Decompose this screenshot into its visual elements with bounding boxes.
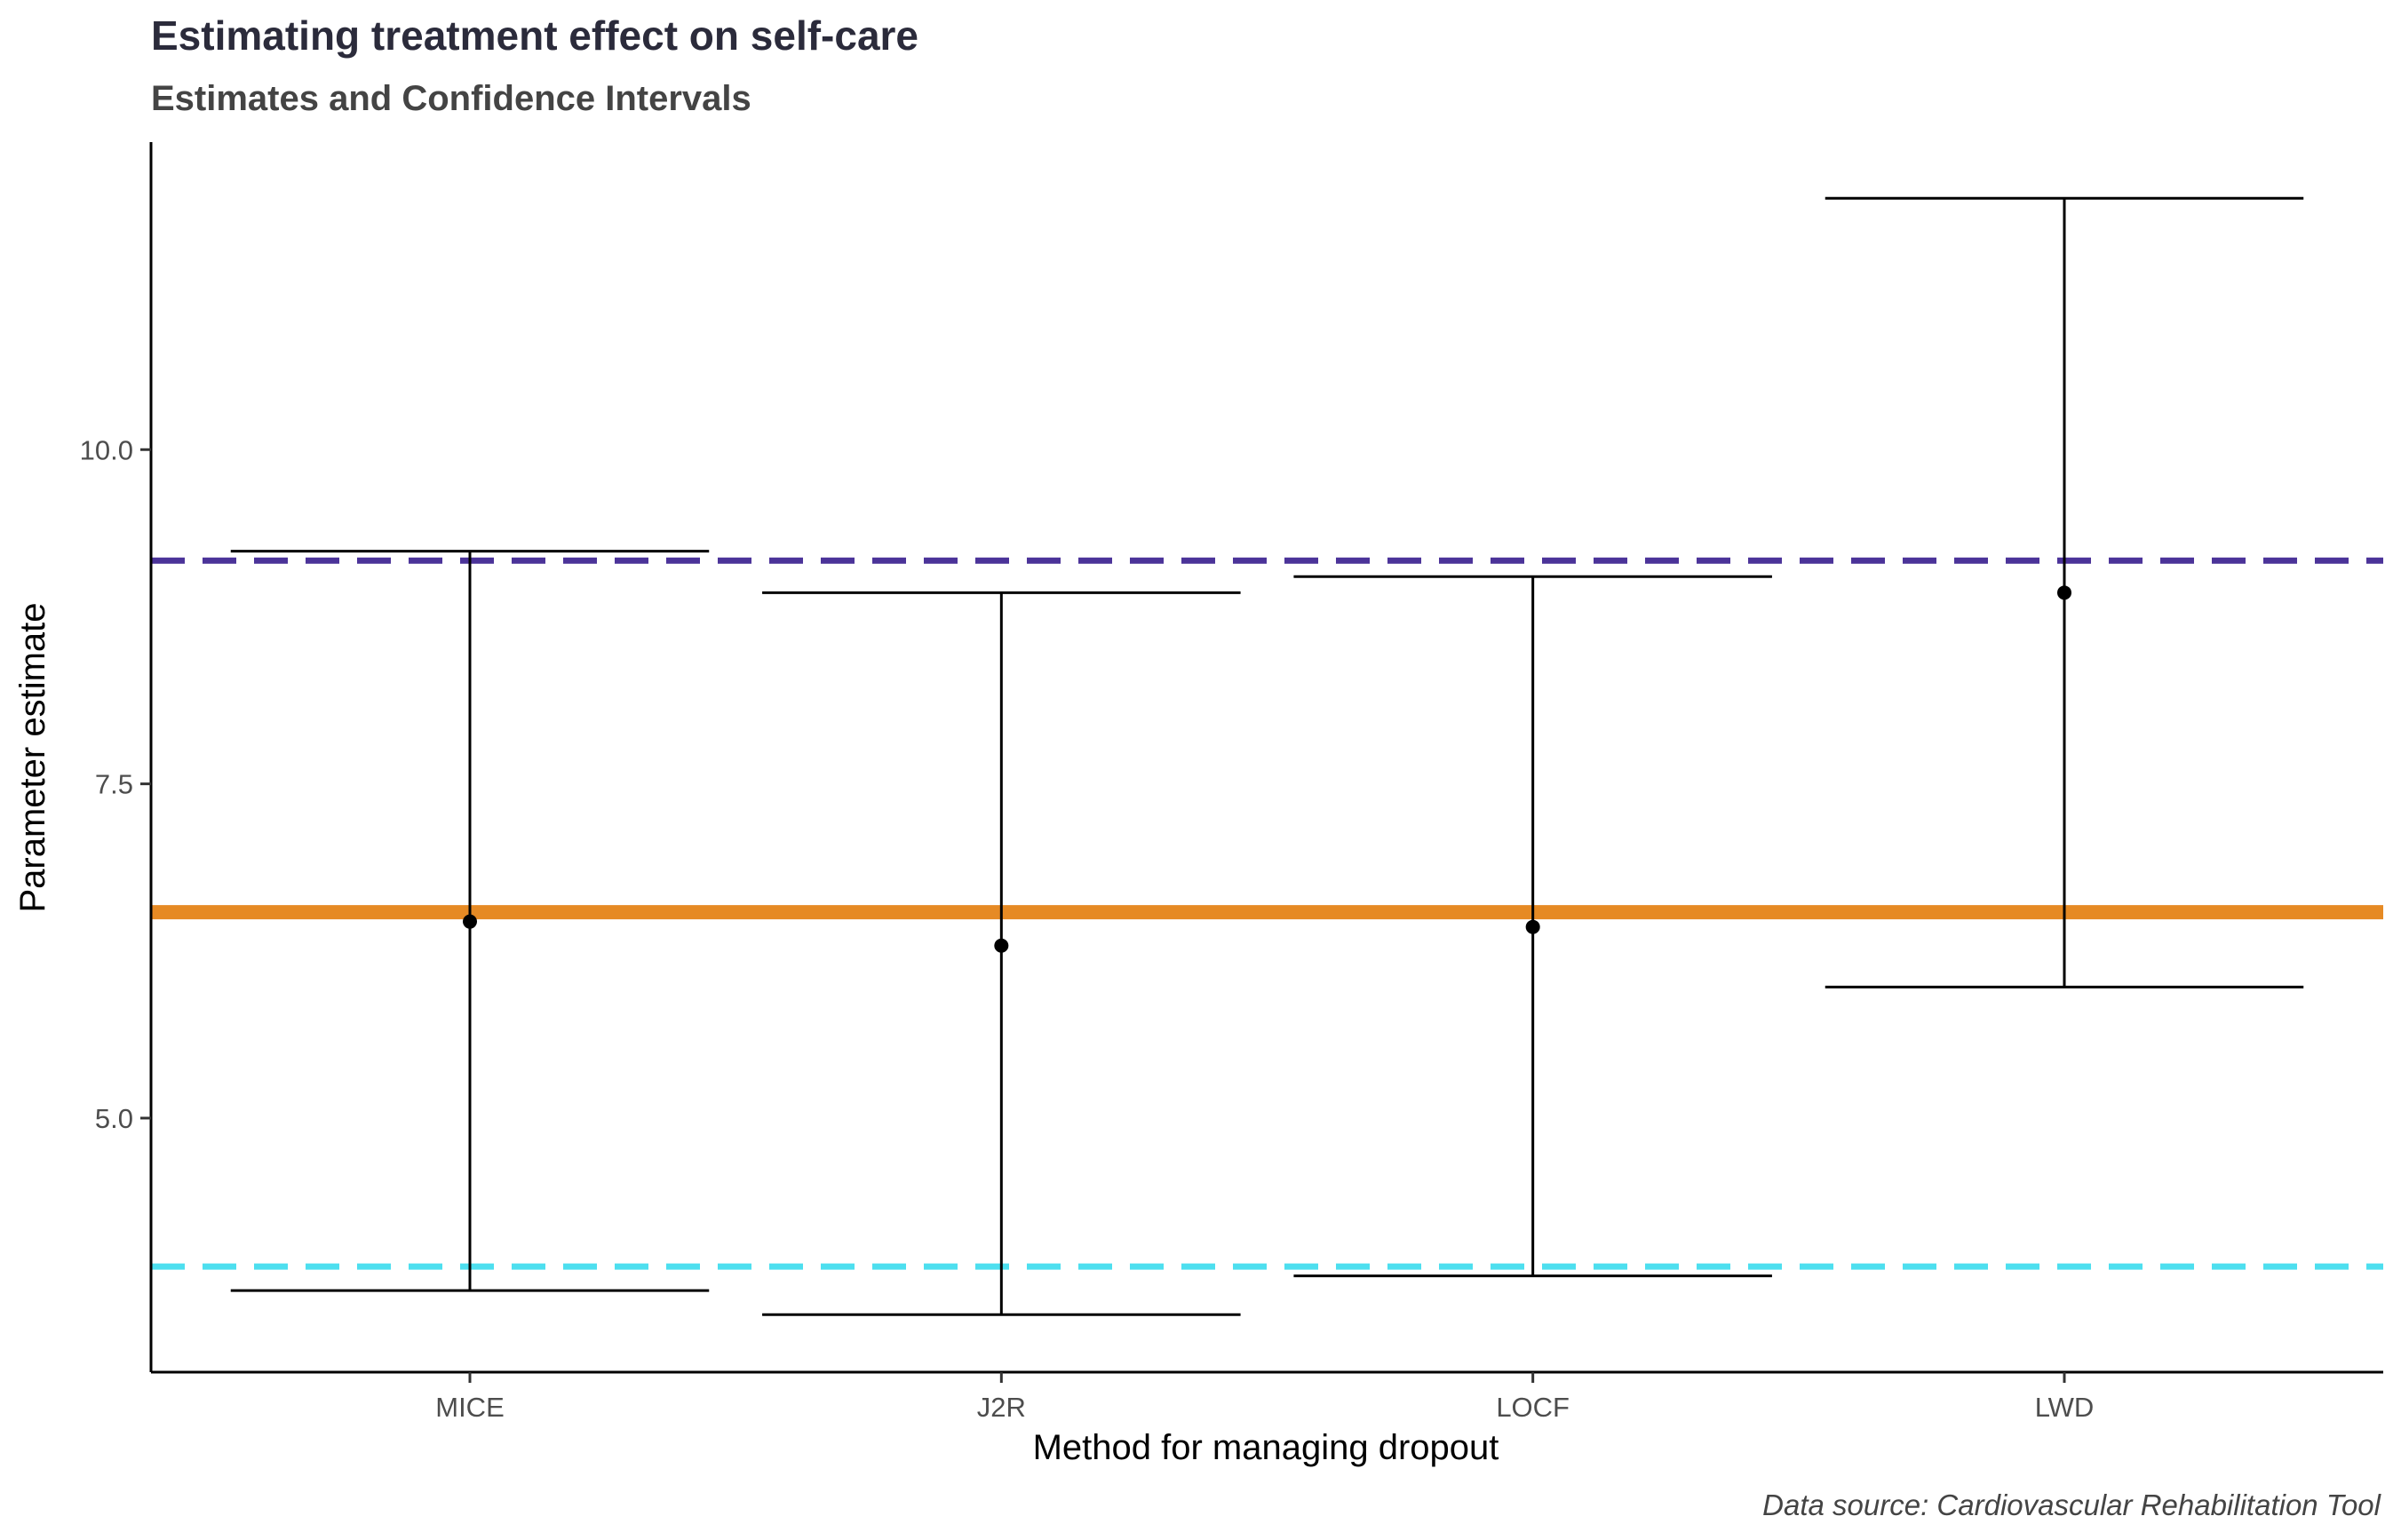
estimate-point-j2r [994,938,1009,953]
y-tick-label: 7.5 [95,769,133,800]
y-axis-title: Parameter estimate [13,602,52,912]
y-axis-ticks: 5.0 7.5 10.0 [80,434,151,1134]
estimate-point-lwd [2057,585,2071,600]
y-tick-label: 5.0 [95,1103,133,1134]
estimate-points [463,585,2071,953]
chart-caption: Data source: Cardiovascular Rehabilitati… [1762,1488,2381,1521]
x-tick-label: LOCF [1496,1392,1570,1423]
x-tick-label: MICE [435,1392,505,1423]
error-bar-j2r [762,591,1241,1316]
x-tick-label: J2R [977,1392,1026,1423]
y-tick-label: 10.0 [80,434,133,465]
x-axis-title: Method for managing dropout [1033,1428,1499,1467]
estimate-point-locf [1525,919,1540,934]
chart-subtitle: Estimates and Confidence Intervals [151,79,751,118]
estimate-point-mice [463,914,477,929]
x-tick-label: LWD [2035,1392,2095,1423]
chart-title: Estimating treatment effect on self-care [151,12,918,59]
x-axis-ticks: MICE J2R LOCF LWD [435,1372,2094,1423]
reference-lines [151,557,2383,1270]
error-bars [230,196,2304,1316]
